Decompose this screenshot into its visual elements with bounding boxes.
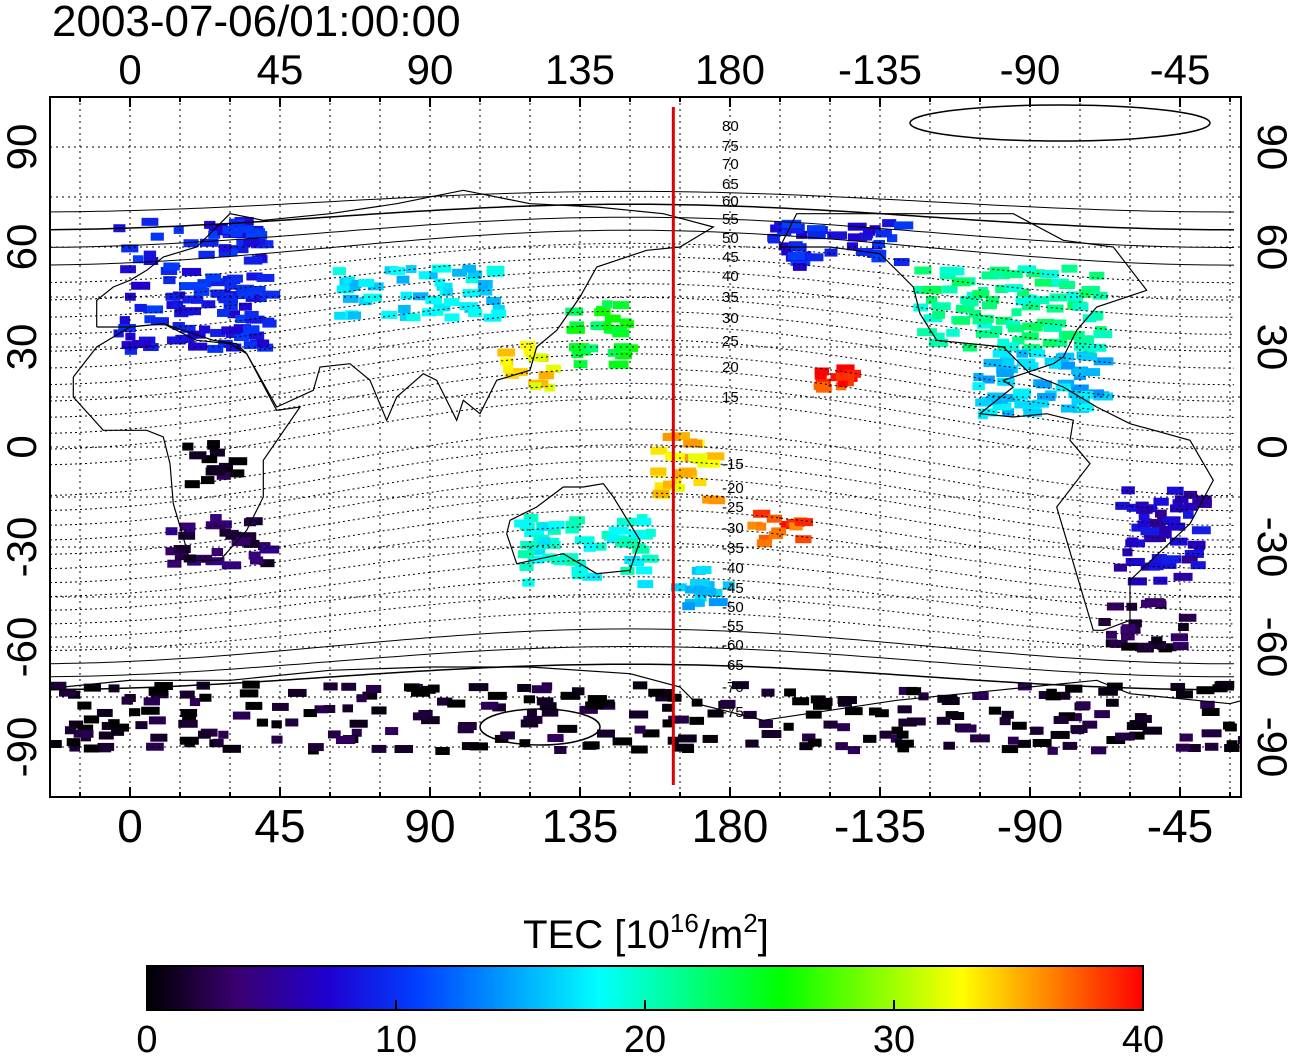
bottom-lon-tick-4: 180 <box>692 800 769 852</box>
left-lat-tick-6: -90 <box>0 717 45 778</box>
top-lon-tick-7: -45 <box>1150 46 1211 93</box>
bottom-lon-tick-7: -45 <box>1147 800 1213 852</box>
right-lat-tick-2: 30 <box>1249 324 1292 371</box>
contour-label-18: -35 <box>722 540 744 557</box>
right-lat-tick-1: 60 <box>1249 224 1292 271</box>
colorbar-tick-labels: 0 10 20 30 40 <box>136 1000 1164 1057</box>
contour-label-9: 35 <box>722 289 739 306</box>
map-frame-tick-marks <box>79 97 1231 797</box>
right-lat-tick-0: 90 <box>1249 124 1292 171</box>
left-lat-tick-4: -30 <box>0 517 45 578</box>
right-latitude-tick-labels: 90 60 30 0 -30 -60 -90 <box>1249 124 1292 778</box>
bottom-lon-tick-2: 90 <box>404 800 455 852</box>
bottom-longitude-tick-labels: 0 45 90 135 180 -135 -90 -45 <box>117 800 1213 852</box>
top-lon-tick-2: 90 <box>407 46 454 93</box>
contour-label-23: -60 <box>722 637 744 654</box>
map-frame <box>49 96 1242 798</box>
contour-label-24: -65 <box>722 657 744 674</box>
colorbar-tick-0: 0 <box>136 1019 157 1057</box>
top-lon-tick-6: -90 <box>1000 46 1061 93</box>
bottom-lon-tick-3: 135 <box>542 800 619 852</box>
contour-label-7: 45 <box>722 249 739 266</box>
top-lon-tick-1: 45 <box>257 46 304 93</box>
right-lat-tick-3: 0 <box>1249 435 1292 458</box>
contour-label-1: 75 <box>722 138 739 155</box>
contour-label-10: 30 <box>722 310 739 327</box>
contour-label-26: -75 <box>722 704 744 721</box>
colorbar-tick-3: 30 <box>873 1019 915 1057</box>
top-lon-tick-0: 0 <box>118 46 141 93</box>
top-longitude-tick-labels: 0 45 90 135 180 -135 -90 -45 <box>118 46 1210 93</box>
contour-label-4: 60 <box>722 193 739 210</box>
left-latitude-tick-labels: 90 60 30 0 -30 -60 -90 <box>0 124 45 778</box>
contour-label-12: 20 <box>722 359 739 376</box>
bottom-lon-tick-0: 0 <box>117 800 143 852</box>
bottom-lon-tick-5: -135 <box>834 800 926 852</box>
coastlines <box>63 189 1241 721</box>
right-lat-tick-6: -90 <box>1249 717 1292 778</box>
contour-label-16: -25 <box>722 499 744 516</box>
contour-label-25: -70 <box>722 679 744 696</box>
contour-label-0: 80 <box>722 118 739 135</box>
contour-label-21: -50 <box>722 599 744 616</box>
contour-label-3: 65 <box>722 176 739 193</box>
bottom-lon-tick-1: 45 <box>254 800 305 852</box>
contour-label-11: 25 <box>722 333 739 350</box>
right-lat-tick-4: -30 <box>1249 517 1292 578</box>
colorbar-title: TEC [1016/m2] <box>523 908 769 957</box>
contour-label-5: 55 <box>722 211 739 228</box>
bottom-lon-tick-6: -90 <box>997 800 1063 852</box>
contour-label-14: -15 <box>722 456 744 473</box>
contour-label-2: 70 <box>722 156 739 173</box>
contour-label-15: -20 <box>722 480 744 497</box>
contour-label-13: 15 <box>722 389 739 406</box>
contour-label-22: -55 <box>722 618 744 635</box>
contour-label-6: 50 <box>722 230 739 247</box>
top-lon-tick-3: 135 <box>545 46 615 93</box>
timestamp-label: 2003-07-06/01:00:00 <box>52 0 461 46</box>
top-lon-tick-4: 180 <box>695 46 765 93</box>
top-lon-tick-5: -135 <box>838 46 922 93</box>
right-lat-tick-5: -60 <box>1249 617 1292 678</box>
geomagnetic-latitude-contours <box>50 104 1234 746</box>
left-lat-tick-1: 60 <box>0 224 45 271</box>
contour-label-8: 40 <box>722 268 739 285</box>
map-gridlines <box>50 97 1241 797</box>
colorbar-tick-4: 40 <box>1122 1019 1164 1057</box>
left-lat-tick-2: 30 <box>0 324 45 371</box>
colorbar-tick-2: 20 <box>624 1019 666 1057</box>
contour-label-20: -45 <box>722 580 744 597</box>
left-lat-tick-3: 0 <box>0 435 45 458</box>
contour-label-17: -30 <box>722 520 744 537</box>
colorbar-tick-1: 10 <box>375 1019 417 1057</box>
left-lat-tick-5: -60 <box>0 617 45 678</box>
contour-label-19: -40 <box>722 560 744 577</box>
left-lat-tick-0: 90 <box>0 124 45 171</box>
